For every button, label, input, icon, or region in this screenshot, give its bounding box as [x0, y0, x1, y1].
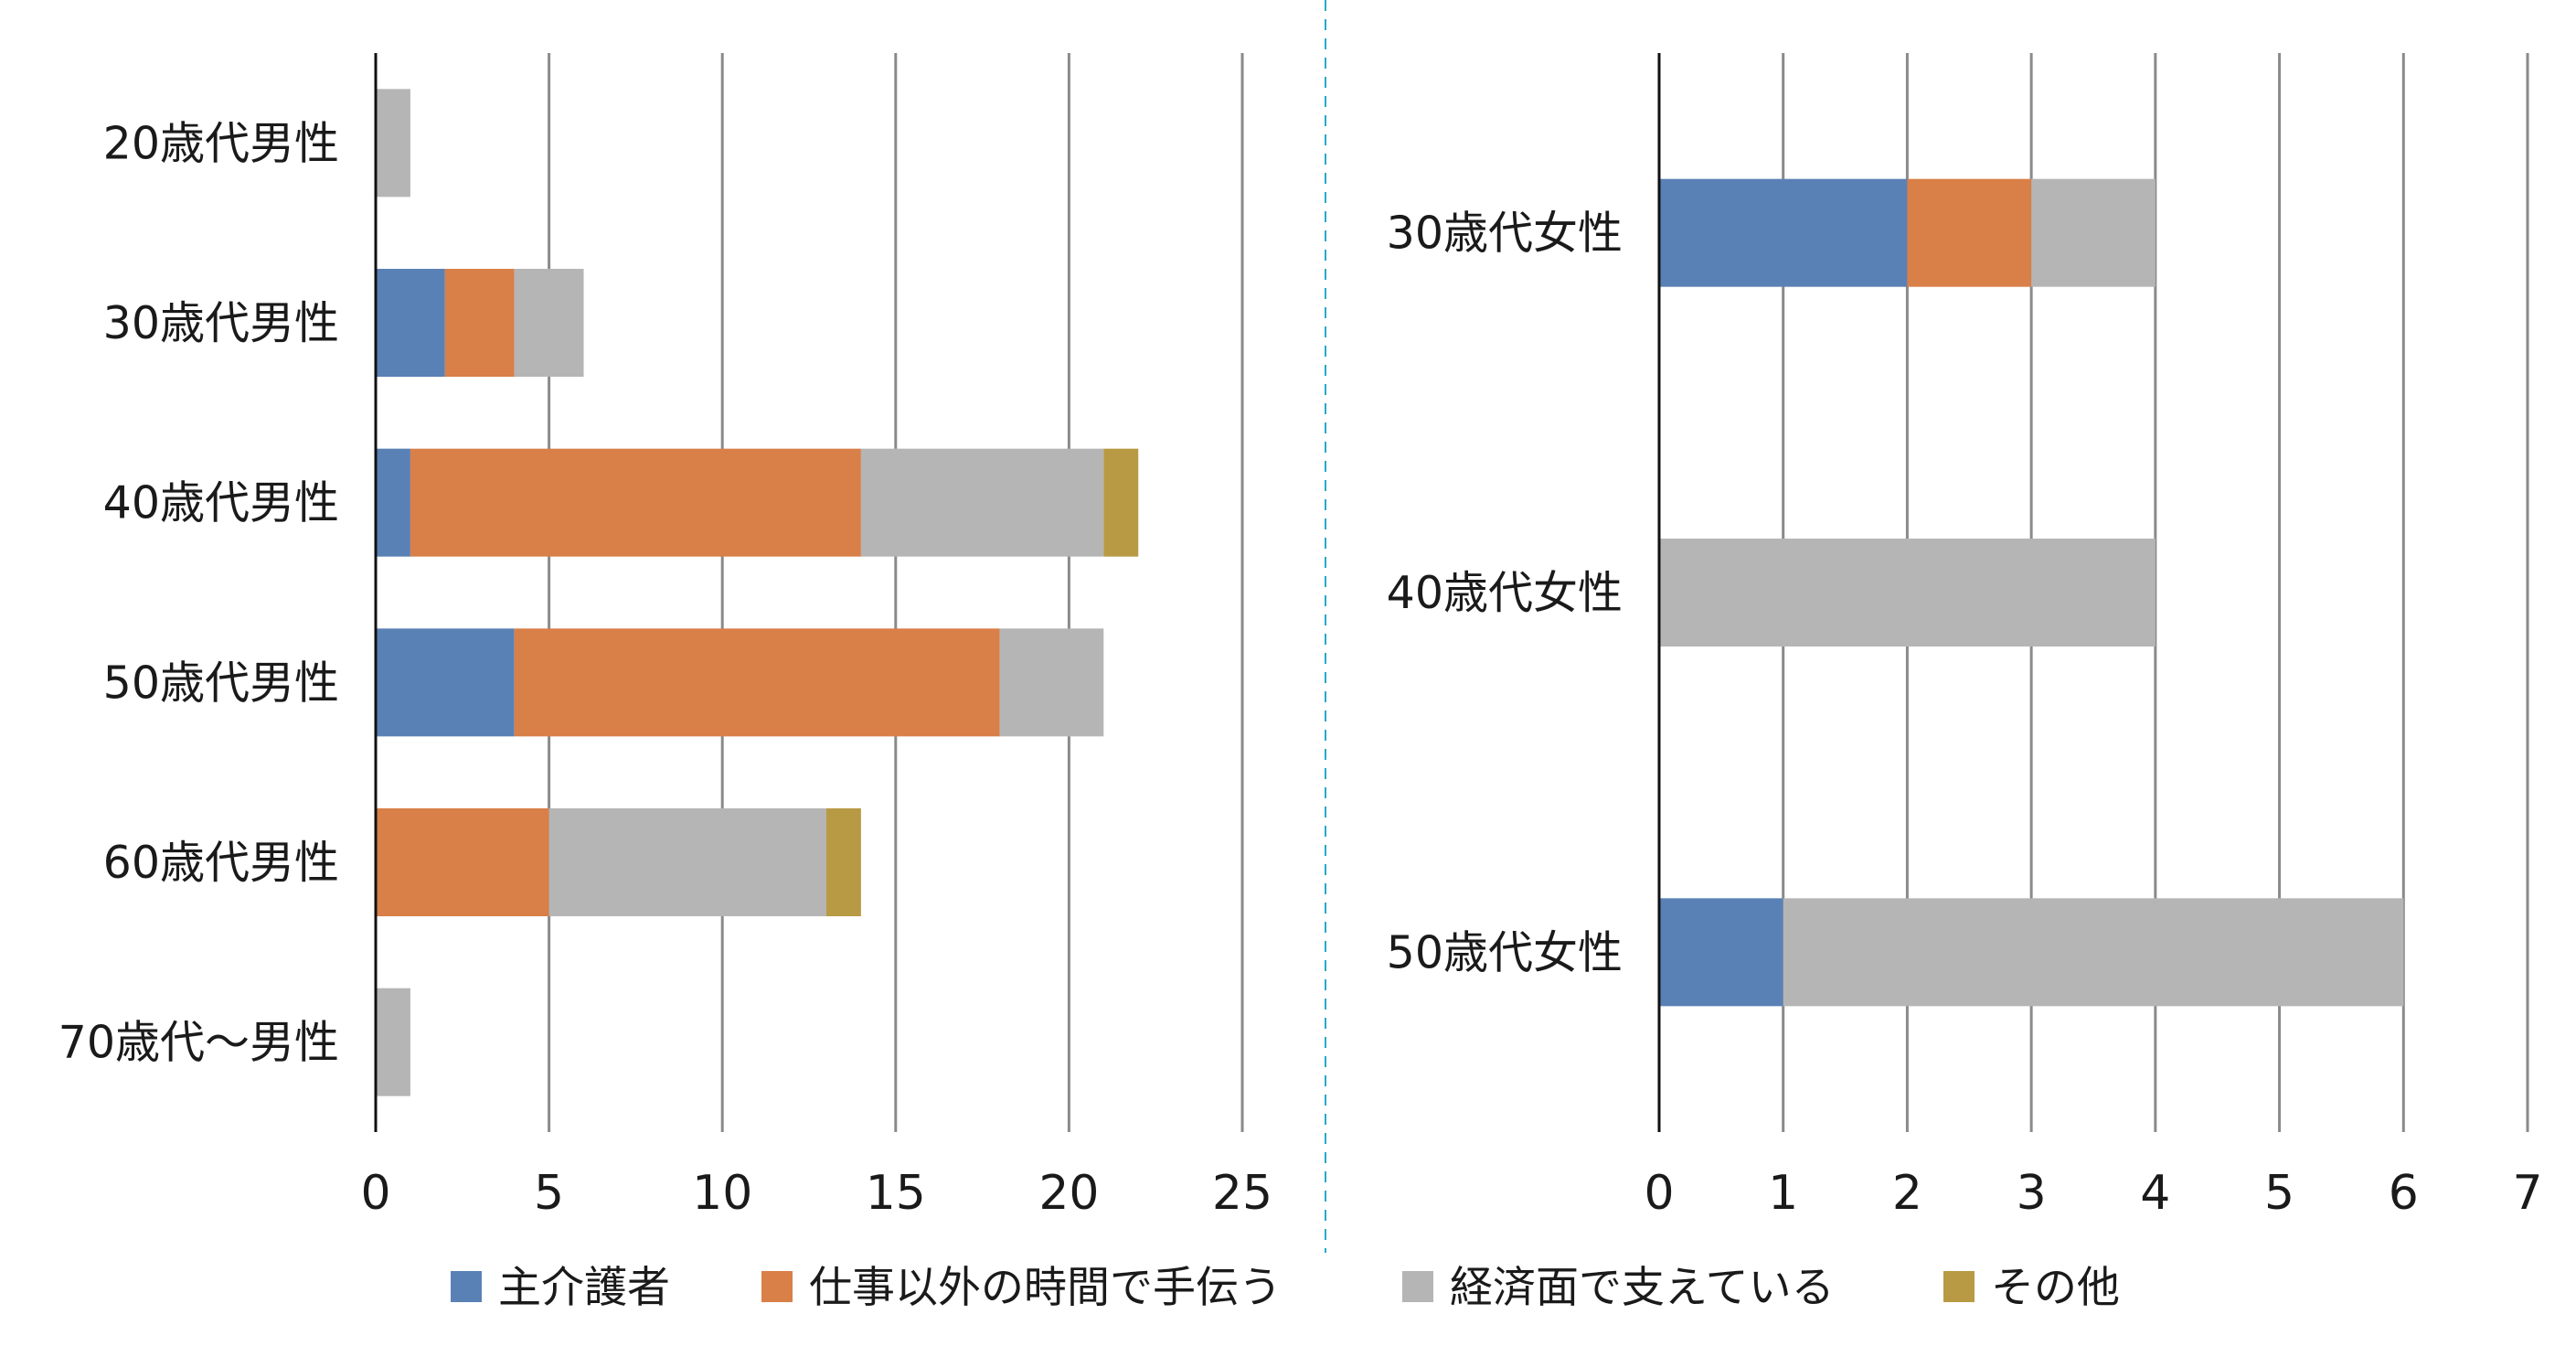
x-tick-label: 20 — [1038, 1166, 1099, 1221]
bar-segment-その他-40歳代男性 — [1103, 448, 1139, 557]
legend-label: 経済面で支えている — [1450, 1263, 1835, 1313]
legend: 主介護者 仕事以外の時間で手伝う 経済面で支えている その他 — [451, 1263, 2120, 1313]
chart-panel-male: 0 5 10 15 20 25 20歳代男性 30歳代男性 40歳代男性 50歳代男性 60歳代男性… — [59, 53, 1272, 1221]
category-label: 50歳代男性 — [103, 657, 339, 709]
legend-label: 主介護者 — [498, 1263, 670, 1313]
legend-swatch-その他 — [1943, 1271, 1975, 1302]
bar-segment-経済面で支えている-50歳代男性 — [999, 628, 1104, 737]
x-tick-label: 2 — [1892, 1166, 1922, 1221]
x-tick-label: 0 — [1644, 1166, 1674, 1221]
x-tick-label: 3 — [2017, 1166, 2047, 1221]
x-tick-label: 6 — [2389, 1166, 2419, 1221]
legend-swatch-主介護者 — [451, 1271, 482, 1302]
chart-panel-female: 0 1 2 3 4 5 6 7 30歳代女性 40歳代女性 50歳代女性 — [1387, 53, 2543, 1221]
bar-segment-仕事以外の時間で手伝う-30歳代男性 — [444, 269, 515, 377]
x-tick-label: 0 — [360, 1166, 390, 1221]
category-label: 30歳代女性 — [1387, 208, 1623, 260]
legend-label: 仕事以外の時間で手伝う — [809, 1263, 1282, 1313]
category-label: 60歳代男性 — [103, 837, 339, 889]
x-tick-label: 10 — [692, 1166, 752, 1221]
bar-segment-経済面で支えている-70歳代～男性 — [376, 988, 410, 1096]
x-tick-label: 1 — [1768, 1166, 1798, 1221]
bar-segment-経済面で支えている-50歳代女性 — [1783, 898, 2404, 1007]
bar-segment-主介護者-30歳代男性 — [376, 269, 445, 377]
bar-segment-経済面で支えている-30歳代男性 — [514, 269, 584, 377]
legend-label: その他 — [1991, 1263, 2120, 1313]
bar-segment-仕事以外の時間で手伝う-50歳代男性 — [514, 628, 1000, 737]
bar-segment-経済面で支えている-20歳代男性 — [376, 89, 410, 198]
bar-segment-主介護者-50歳代男性 — [376, 628, 515, 737]
bar-segment-主介護者-30歳代女性 — [1659, 178, 1908, 287]
bar-segment-経済面で支えている-60歳代男性 — [548, 808, 826, 916]
category-label: 70歳代～男性 — [59, 1017, 339, 1069]
x-tick-label: 5 — [534, 1166, 564, 1221]
bar-segment-仕事以外の時間で手伝う-30歳代女性 — [1907, 178, 2032, 287]
bar-segment-経済面で支えている-40歳代女性 — [1659, 539, 2156, 646]
bar-segment-主介護者-50歳代女性 — [1659, 898, 1783, 1007]
x-tick-label: 5 — [2264, 1166, 2294, 1221]
category-label: 50歳代女性 — [1387, 926, 1623, 978]
x-tick-label: 7 — [2512, 1166, 2542, 1221]
bar-segment-仕事以外の時間で手伝う-40歳代男性 — [410, 448, 861, 557]
bar-segment-主介護者-40歳代男性 — [376, 448, 410, 557]
bar-segment-経済面で支えている-40歳代男性 — [860, 448, 1104, 557]
x-tick-label: 15 — [866, 1166, 926, 1221]
bar-segment-経済面で支えている-30歳代女性 — [2031, 178, 2156, 287]
category-label: 30歳代男性 — [103, 297, 339, 349]
legend-swatch-仕事以外の時間で手伝う — [761, 1271, 793, 1302]
bar-segment-仕事以外の時間で手伝う-60歳代男性 — [376, 808, 549, 916]
x-tick-label: 25 — [1212, 1166, 1272, 1221]
category-label: 40歳代女性 — [1387, 567, 1623, 619]
category-label: 40歳代男性 — [103, 477, 339, 529]
bar-segment-その他-60歳代男性 — [825, 808, 861, 916]
category-label: 20歳代男性 — [103, 117, 339, 169]
legend-swatch-経済面で支えている — [1402, 1271, 1433, 1302]
x-tick-label: 4 — [2140, 1166, 2170, 1221]
